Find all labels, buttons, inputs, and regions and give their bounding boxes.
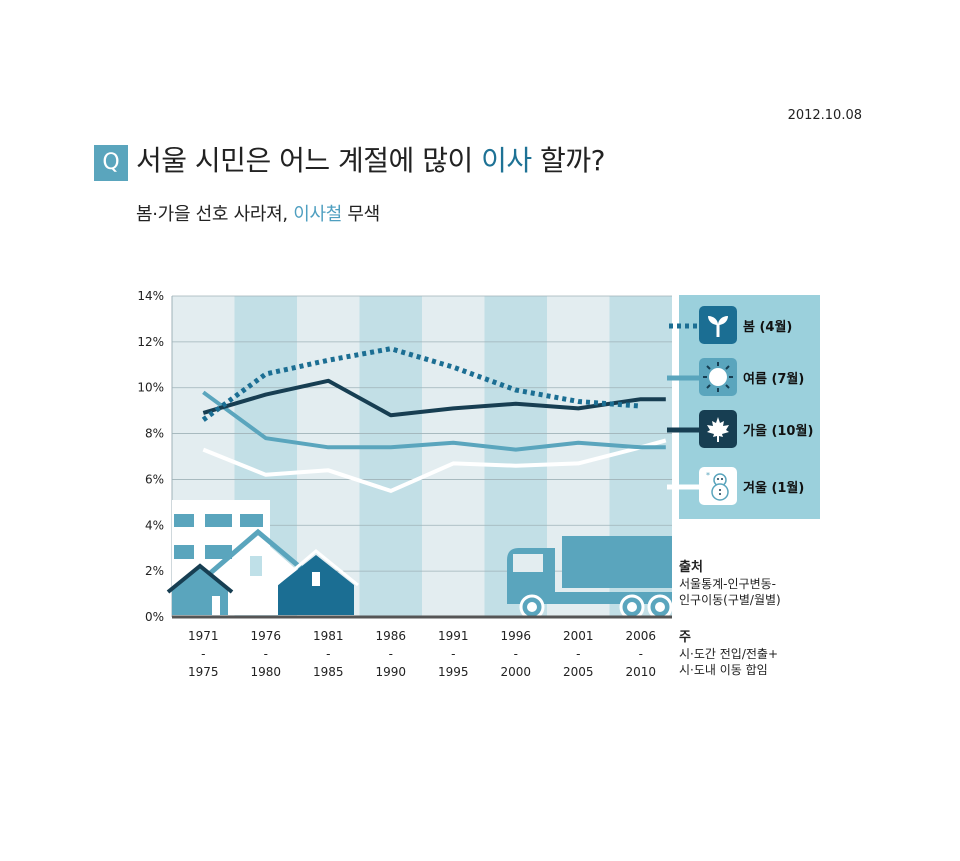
series-line-summer: [202, 390, 666, 452]
title-highlight: 이사: [481, 144, 532, 177]
footnote: 주 시·도간 전입/전출+ 시·도내 이동 합임: [679, 630, 778, 678]
legend-line-autumn: [667, 427, 701, 433]
x-tick-label: -: [326, 647, 330, 661]
x-tick-label: -: [639, 647, 643, 661]
question-badge: Q: [94, 145, 128, 181]
source-line1: 서울통계-인구변동-: [679, 577, 776, 591]
dark-house-icon: [275, 549, 359, 615]
y-tick-label: 10%: [137, 381, 164, 395]
y-tick-label: 14%: [137, 289, 164, 303]
y-tick-label: 2%: [145, 564, 164, 578]
y-tick-label: 8%: [145, 427, 164, 441]
x-tick-labels: 1971 - 1975 1976 - 1980 1981 - 1985 1986 - 1990 1991…: [188, 629, 656, 679]
legend-label-summer: 여름 (7월): [743, 372, 805, 387]
x-tick-label: 1981: [313, 629, 344, 643]
subtitle-part1: 봄·가을 선호 사라져,: [136, 204, 294, 225]
page-subtitle: 봄·가을 선호 사라져, 이사철 무색: [136, 200, 380, 230]
x-tick-label: 1985: [313, 665, 344, 679]
x-tick-label: -: [201, 647, 205, 661]
x-tick-label: 1976: [250, 629, 281, 643]
svg-text:*: *: [706, 471, 710, 480]
y-tick-labels: 0% 2% 4% 6% 8% 10% 12% 14%: [137, 289, 164, 624]
legend-label-spring: 봄 (4월): [743, 320, 793, 335]
subtitle-highlight: 이사철: [293, 204, 342, 225]
y-tick-label: 4%: [145, 518, 164, 532]
x-tick-label: 1996: [500, 629, 531, 643]
footnote-line2: 시·도내 이동 합임: [679, 663, 768, 677]
maple-leaf-icon: [699, 410, 737, 448]
x-tick-label: -: [514, 647, 518, 661]
series-line-winter: [202, 438, 667, 493]
illustration: [166, 500, 673, 620]
snowman-icon: *: [699, 467, 737, 505]
x-tick-label: 1986: [375, 629, 406, 643]
x-tick-label: 2001: [563, 629, 594, 643]
x-tick-label: 1990: [375, 665, 406, 679]
legend-line-spring: [669, 323, 699, 329]
x-tick-label: -: [451, 647, 455, 661]
period-band: [359, 296, 422, 617]
sprout-icon: [699, 306, 737, 344]
legend-item-spring: 봄 (4월): [669, 306, 820, 346]
legend-line-summer: [667, 375, 701, 381]
x-tick-label: 1980: [250, 665, 281, 679]
y-tick-label: 6%: [145, 472, 164, 486]
x-tick-label: 1995: [438, 665, 469, 679]
series-lines: [201, 346, 667, 493]
title-part1: 서울 시민은 어느 계절에 많이: [136, 144, 482, 177]
x-tick-label: 1971: [188, 629, 219, 643]
legend-item-winter: * 겨울 (1월): [667, 467, 820, 507]
legend-label-autumn: 가을 (10월): [743, 424, 814, 439]
x-tick-label: 2005: [563, 665, 594, 679]
title-part2: 할까?: [531, 144, 605, 177]
small-house-icon: [166, 563, 234, 615]
x-tick-label: 1991: [438, 629, 469, 643]
footnote-heading: 주: [679, 630, 691, 645]
period-band: [422, 296, 485, 617]
x-tick-label: 1975: [188, 665, 219, 679]
x-tick-label: -: [576, 647, 580, 661]
sun-icon: [699, 358, 737, 396]
x-tick-label: 2010: [625, 665, 656, 679]
truck-icon: [507, 536, 673, 620]
footnote-line1: 시·도간 전입/전출+: [679, 647, 779, 661]
source-line2: 인구이동(구별/월별): [679, 593, 781, 607]
page-title: 서울 시민은 어느 계절에 많이 이사 할까?: [136, 138, 605, 184]
date-label: 2012.10.08: [787, 108, 862, 123]
y-tick-label: 0%: [145, 610, 164, 624]
legend-item-summer: 여름 (7월): [667, 358, 820, 398]
x-tick-label: 2006: [625, 629, 656, 643]
x-tick-label: -: [389, 647, 393, 661]
x-tick-label: -: [264, 647, 268, 661]
legend-label-winter: 겨울 (1월): [743, 481, 805, 496]
subtitle-part2: 무색: [341, 204, 380, 225]
x-tick-label: 2000: [500, 665, 531, 679]
legend-item-autumn: 가을 (10월): [667, 410, 820, 450]
source-note: 출처 서울통계-인구변동- 인구이동(구별/월별): [679, 560, 781, 608]
y-tick-label: 12%: [137, 335, 164, 349]
source-heading: 출처: [679, 560, 703, 575]
legend-line-winter: [667, 484, 701, 490]
series-line-spring: [201, 346, 641, 422]
